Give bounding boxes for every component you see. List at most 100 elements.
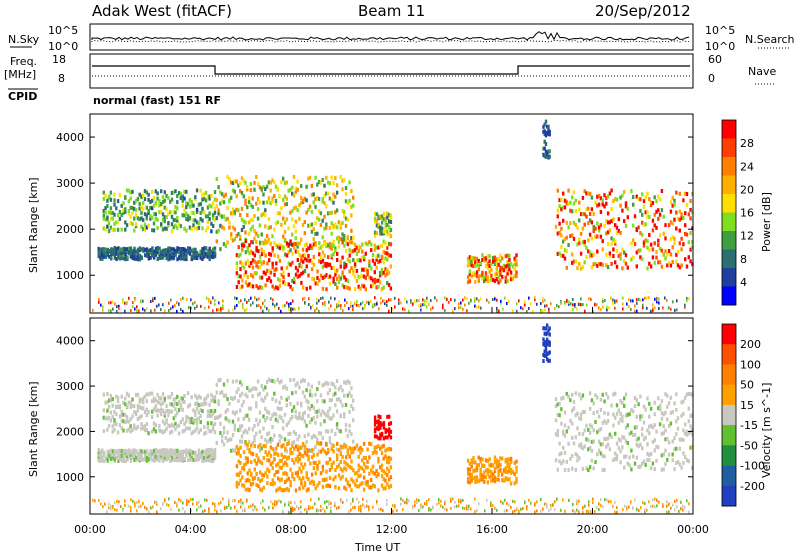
- heatmap-cell: [614, 299, 616, 303]
- heatmap-cell: [310, 384, 314, 389]
- heatmap-cell: [176, 501, 178, 505]
- heatmap-cell: [357, 454, 360, 459]
- heatmap-cell: [359, 473, 362, 478]
- heatmap-cell: [516, 309, 518, 313]
- heatmap-cell: [134, 504, 136, 508]
- heatmap-cell: [280, 435, 283, 440]
- heatmap-cell: [116, 220, 120, 225]
- heatmap-cell: [515, 469, 518, 474]
- heatmap-cell: [169, 424, 172, 429]
- heatmap-cell: [350, 432, 353, 437]
- heatmap-cell: [222, 214, 226, 219]
- heatmap-cell: [534, 298, 536, 302]
- heatmap-cell: [560, 233, 563, 238]
- heatmap-cell: [316, 387, 319, 392]
- heatmap-cell: [114, 508, 116, 512]
- heatmap-cell: [511, 470, 515, 475]
- heatmap-cell: [337, 448, 341, 452]
- heatmap-cell: [158, 400, 161, 405]
- heatmap-cell: [240, 439, 244, 444]
- heatmap-cell: [163, 411, 166, 416]
- heatmap-cell: [176, 451, 179, 455]
- heatmap-cell: [446, 297, 448, 301]
- heatmap-cell: [160, 308, 162, 312]
- heatmap-cell: [343, 380, 346, 385]
- heatmap-cell: [262, 241, 265, 246]
- heatmap-cell: [178, 508, 180, 512]
- heatmap-cell: [190, 210, 193, 215]
- heatmap-cell: [298, 411, 301, 416]
- heatmap-cell: [689, 424, 692, 429]
- heatmap-cell: [312, 304, 314, 308]
- heatmap-cell: [302, 297, 304, 301]
- heatmap-cell: [520, 507, 522, 511]
- heatmap-cell: [605, 219, 608, 223]
- heatmap-cell: [124, 449, 127, 454]
- heatmap-cell: [300, 445, 303, 450]
- heatmap-cell: [332, 443, 335, 448]
- heatmap-cell: [576, 411, 579, 416]
- heatmap-cell: [542, 297, 544, 301]
- heatmap-cell: [183, 399, 186, 404]
- heatmap-cell: [264, 450, 267, 455]
- heatmap-cell: [477, 267, 480, 272]
- heatmap-cell: [318, 278, 321, 283]
- heatmap-cell: [163, 455, 167, 460]
- heatmap-cell: [316, 269, 319, 274]
- heatmap-cell: [323, 214, 326, 219]
- colorbar-swatch: [722, 231, 736, 250]
- heatmap-cell: [341, 283, 344, 288]
- heatmap-cell: [352, 304, 354, 308]
- heatmap-cell: [185, 419, 188, 424]
- heatmap-cell: [642, 501, 644, 505]
- heatmap-cell: [201, 247, 204, 252]
- heatmap-cell: [664, 428, 667, 433]
- heatmap-cell: [536, 302, 538, 306]
- colorbar-tick-label: -200: [740, 480, 765, 493]
- heatmap-cell: [167, 395, 170, 400]
- heatmap-cell: [271, 265, 274, 270]
- heatmap-cell: [602, 305, 604, 309]
- heatmap-cell: [294, 383, 297, 388]
- heatmap-cell: [384, 216, 387, 221]
- heatmap-cell: [341, 221, 344, 225]
- heatmap-cell: [474, 256, 477, 261]
- heatmap-cell: [382, 436, 386, 441]
- heatmap-cell: [509, 467, 513, 472]
- heatmap-cell: [307, 487, 310, 492]
- heatmap-cell: [576, 508, 578, 512]
- heatmap-cell: [321, 286, 325, 291]
- heatmap-cell: [293, 446, 296, 451]
- heatmap-cell: [606, 436, 610, 441]
- heatmap-cell: [484, 271, 488, 276]
- heatmap-cell: [605, 231, 608, 236]
- heatmap-cell: [646, 428, 649, 433]
- heatmap-cell: [151, 429, 154, 434]
- heatmap-cell: [188, 417, 192, 422]
- heatmap-cell: [319, 441, 323, 446]
- heatmap-cell: [254, 507, 256, 511]
- heatmap-cell: [176, 458, 179, 463]
- heatmap-cell: [314, 471, 317, 476]
- heatmap-cell: [569, 200, 572, 205]
- heatmap-cell: [323, 201, 326, 205]
- heatmap-cell: [664, 236, 667, 241]
- heatmap-cell: [217, 208, 220, 213]
- colorbar-swatch: [722, 194, 736, 213]
- heatmap-cell: [108, 502, 110, 506]
- heatmap-cell: [362, 300, 364, 304]
- heatmap-cell: [214, 502, 216, 506]
- heatmap-cell: [221, 434, 224, 439]
- heatmap-cell: [282, 471, 285, 476]
- heatmap-cell: [117, 255, 120, 260]
- heatmap-cell: [289, 483, 292, 488]
- heatmap-cell: [658, 500, 660, 504]
- heatmap-cell: [361, 249, 364, 254]
- heatmap-cell: [278, 465, 282, 470]
- heatmap-cell: [444, 502, 446, 506]
- heatmap-cell: [386, 303, 388, 307]
- heatmap-cell: [108, 456, 111, 461]
- heatmap-cell: [161, 419, 165, 424]
- heatmap-cell: [639, 255, 642, 260]
